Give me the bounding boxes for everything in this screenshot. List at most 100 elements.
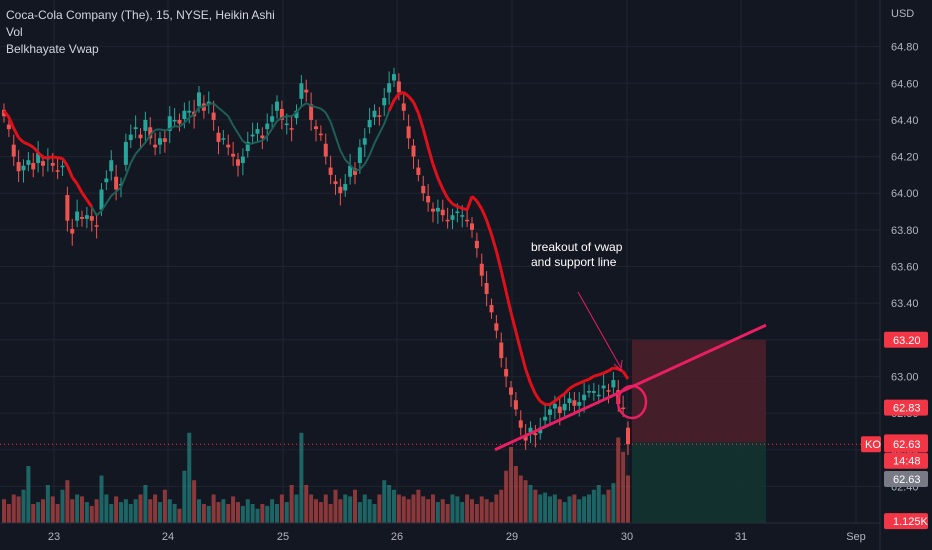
- volume-bar: [489, 502, 494, 523]
- vwap-segment: [412, 101, 420, 114]
- vwap-segment: [17, 136, 25, 144]
- price-tick-label: 64.80: [891, 42, 919, 54]
- vwap-segment: [392, 92, 401, 102]
- volume-bar: [562, 502, 567, 523]
- vwap-segment: [252, 140, 258, 145]
- vwap-segment: [588, 374, 595, 381]
- vwap-segment: [573, 381, 580, 387]
- time-tick-label: 25: [277, 531, 289, 543]
- price-tag-label: 1.125K: [893, 516, 929, 528]
- candle-body: [323, 143, 328, 157]
- volume-bar: [396, 494, 401, 523]
- candle-body: [445, 219, 450, 222]
- volume-bar: [153, 494, 158, 523]
- volume-bar: [55, 504, 60, 523]
- vwap-segment: [436, 177, 445, 190]
- time-axis[interactable]: 23 24 25 26 29 30 31 Sep: [0, 522, 880, 543]
- symbol-title[interactable]: Coca-Cola Company (The), 15, NYSE, Heiki…: [6, 8, 275, 22]
- vwap-segment: [115, 186, 122, 193]
- candle-body: [601, 385, 606, 389]
- candle-body: [231, 153, 236, 157]
- chart-annotation[interactable]: breakout of vwap and support line: [531, 240, 622, 270]
- candle-body: [382, 97, 387, 106]
- vwap-segment: [80, 191, 89, 201]
- arrow-head: [613, 359, 623, 372]
- volume-bar: [240, 505, 245, 523]
- volume-bar: [567, 496, 572, 523]
- vwap-segment: [539, 400, 546, 406]
- volume-bar: [523, 480, 528, 523]
- volume-bar: [94, 499, 99, 523]
- vwap-segment: [85, 198, 93, 208]
- vwap-segment: [212, 102, 220, 109]
- vwap-segment: [426, 146, 435, 165]
- vwap-segment: [159, 128, 166, 132]
- volume-bar: [440, 499, 445, 523]
- candle-body: [260, 135, 265, 139]
- volume-bar: [6, 504, 11, 523]
- candle-body: [6, 124, 11, 130]
- time-tick-label: 30: [621, 531, 633, 543]
- candle-body: [367, 119, 372, 128]
- volume-bar: [245, 499, 250, 523]
- vwap-segment: [47, 155, 53, 160]
- candle-body: [94, 225, 99, 227]
- vwap-segment: [95, 210, 103, 217]
- candle-body: [80, 217, 84, 219]
- volume-bar: [348, 496, 353, 523]
- vwap-segment: [271, 120, 278, 130]
- vwap-segment: [553, 395, 561, 403]
- chart-drawings[interactable]: [494, 291, 767, 452]
- vwap-segment: [105, 195, 113, 204]
- vwap-segment: [266, 128, 273, 137]
- volume-bar: [192, 480, 197, 523]
- volume-bar: [504, 470, 509, 523]
- candle-body: [221, 138, 226, 140]
- volume-indicator-label[interactable]: Vol: [6, 25, 23, 39]
- candle-body: [284, 123, 289, 126]
- candle-body: [114, 176, 119, 190]
- vwap-segment: [583, 377, 590, 383]
- candle-body: [133, 127, 138, 130]
- volume-bar: [445, 504, 450, 523]
- candle-body: [16, 162, 21, 172]
- vwap-segment: [568, 384, 576, 390]
- take-profit-zone: [632, 442, 766, 523]
- annotation-line-2: and support line: [531, 255, 617, 269]
- candle-body: [50, 162, 55, 166]
- volume-bar: [119, 502, 123, 523]
- volume-bar: [323, 494, 328, 523]
- vwap-segment: [305, 102, 312, 107]
- volume-bar: [343, 494, 348, 523]
- candle-body: [455, 211, 460, 214]
- volume-bar: [182, 470, 187, 523]
- vwap-segment: [65, 165, 74, 178]
- candle-body: [509, 387, 513, 395]
- candle-body: [333, 181, 338, 185]
- price-tick-label: 64.40: [891, 115, 919, 127]
- candle-body: [65, 195, 70, 221]
- vwap-indicator-label[interactable]: Belkhayate Vwap: [6, 42, 99, 56]
- time-tick-label: 23: [48, 531, 60, 543]
- vwap-segment: [378, 123, 386, 134]
- vwap-segment: [373, 133, 381, 144]
- candle-body: [513, 400, 518, 410]
- volume-bar: [460, 502, 465, 523]
- candle-body: [31, 162, 36, 170]
- vwap-segment: [120, 175, 127, 188]
- vwap-segment: [300, 102, 307, 108]
- volume-bar: [138, 494, 143, 523]
- volume-bar: [70, 499, 75, 523]
- vwap-segment: [290, 111, 298, 118]
- candle-body: [177, 119, 182, 124]
- vwap-segment: [32, 146, 40, 154]
- price-tick-label: 63.60: [891, 262, 919, 274]
- vwap-segment: [504, 291, 513, 313]
- vwap-segment: [383, 110, 391, 125]
- candle-body: [396, 81, 401, 93]
- vwap-segment: [524, 368, 532, 384]
- candle-body: [275, 101, 279, 111]
- volume-bar: [109, 504, 114, 523]
